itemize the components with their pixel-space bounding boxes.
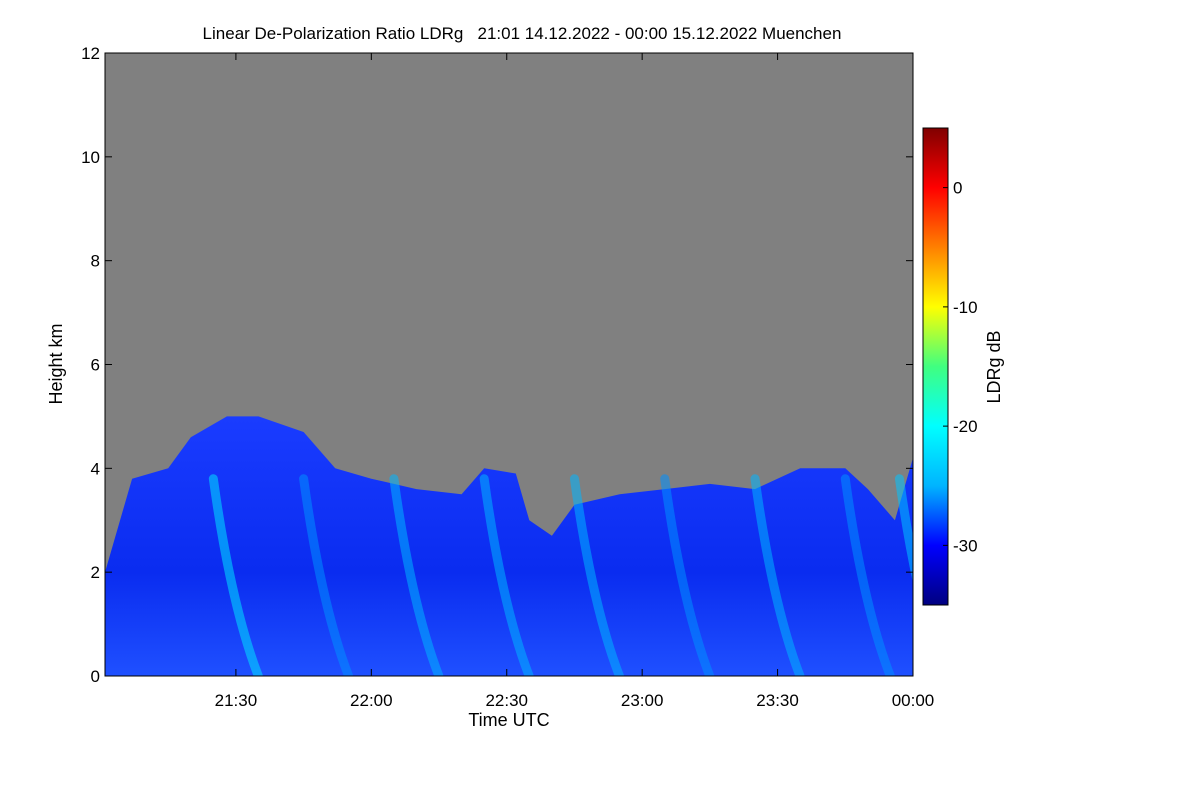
plot-area: [104, 52, 914, 677]
x-axis-label: Time UTC: [468, 710, 549, 730]
colorbar-gradient: [922, 127, 949, 606]
y-tick-label: 2: [91, 563, 100, 582]
y-tick-label: 6: [91, 356, 100, 375]
streak-layer: [208, 474, 913, 676]
y-tick-label: 8: [91, 252, 100, 271]
fall-streak: [569, 474, 624, 676]
fall-streak: [660, 474, 715, 676]
x-tick-label: 00:00: [892, 691, 935, 710]
fall-streak: [479, 474, 534, 676]
y-tick-label: 0: [91, 667, 100, 686]
fall-streak: [750, 474, 805, 676]
y-tick-label: 10: [81, 148, 100, 167]
fall-streak: [894, 474, 913, 583]
fall-streak: [299, 474, 354, 676]
x-axis: 21:30 22:00 22:30 23:00 23:30 00:00: [215, 53, 935, 710]
colorbar-tick-label: -20: [953, 417, 978, 436]
y-tick-label: 4: [91, 459, 100, 478]
colorbar-tick-label: -10: [953, 298, 978, 317]
x-tick-label: 23:30: [756, 691, 799, 710]
colorbar: 0 -10 -20 -30 LDRg dB: [922, 127, 1004, 606]
y-tick-label: 12: [81, 44, 100, 63]
colorbar-tick-label: -30: [953, 536, 978, 555]
chart-title: Linear De-Polarization Ratio LDRg 21:01 …: [203, 24, 842, 43]
x-tick-label: 22:00: [350, 691, 393, 710]
colorbar-label: LDRg dB: [984, 330, 1004, 403]
y-axis-label: Height km: [46, 323, 66, 404]
x-tick-label: 21:30: [215, 691, 258, 710]
x-tick-label: 22:30: [485, 691, 528, 710]
fall-streak: [840, 474, 895, 676]
y-axis: 0 2 4 6 8 10 12: [81, 44, 913, 686]
colorbar-ticks: 0 -10 -20 -30: [943, 179, 978, 555]
fall-streak: [208, 474, 263, 676]
x-tick-label: 23:00: [621, 691, 664, 710]
colorbar-tick-label: 0: [953, 179, 962, 198]
fall-streak: [389, 474, 444, 676]
